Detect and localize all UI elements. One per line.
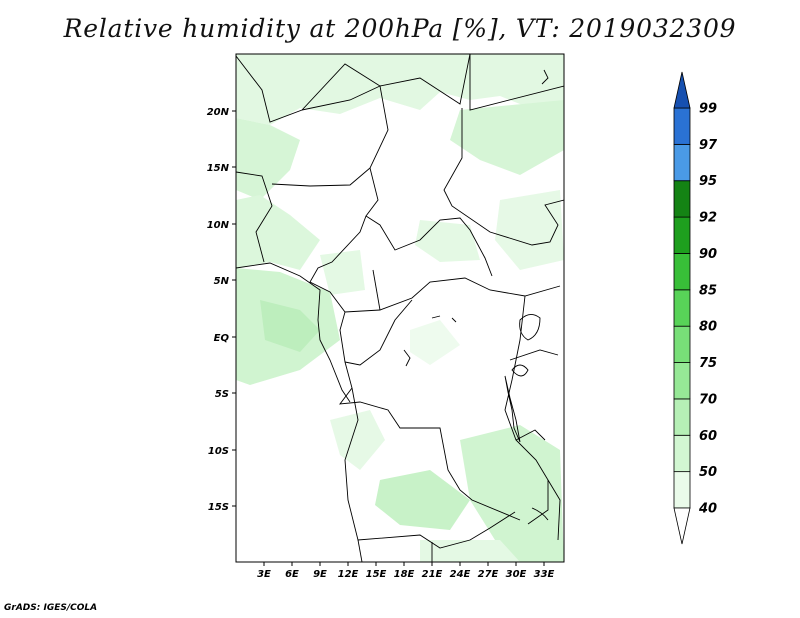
lat-tick-labels: 20N 15N 10N 5N EQ 5S 10S 15S bbox=[207, 107, 230, 513]
humidity-shading bbox=[236, 54, 564, 562]
map-frame bbox=[235, 53, 565, 563]
colorbar-high-arrow bbox=[673, 71, 691, 109]
colorbar-segment bbox=[673, 180, 691, 218]
colorbar-segment bbox=[673, 216, 691, 254]
colorbar-low-arrow bbox=[673, 507, 691, 545]
country-borders bbox=[236, 54, 564, 562]
colorbar-segment bbox=[673, 289, 691, 327]
colorbar-label: 50 bbox=[699, 465, 717, 480]
lon-tick-label: 9E bbox=[313, 569, 327, 580]
lat-tick-label: 10S bbox=[208, 446, 229, 457]
colorbar-segment bbox=[673, 471, 691, 509]
lat-tick-label: EQ bbox=[214, 333, 230, 344]
lon-tick-label: 3E bbox=[257, 569, 271, 580]
lon-tick-label: 21E bbox=[422, 569, 443, 580]
colorbar-label: 95 bbox=[699, 174, 717, 189]
colorbar-label: 85 bbox=[699, 283, 717, 298]
colorbar-label: 60 bbox=[699, 429, 717, 444]
colorbar-segment bbox=[673, 253, 691, 291]
colorbar: 40 50 60 70 75 80 85 90 92 95 97 99 bbox=[673, 71, 718, 545]
colorbar-label: 40 bbox=[698, 502, 717, 517]
colorbar-label: 97 bbox=[699, 138, 718, 153]
grads-credit: GrADS: IGES/COLA bbox=[4, 603, 98, 613]
lakes bbox=[403, 69, 549, 521]
lat-tick-label: 15S bbox=[208, 502, 229, 513]
colorbar-segment bbox=[673, 143, 691, 182]
lon-tick-labels: 3E 6E 9E 12E 15E 18E 21E 24E 27E 30E 33E bbox=[257, 569, 554, 580]
colorbar-label: 92 bbox=[699, 211, 717, 226]
lat-tick-label: 20N bbox=[207, 107, 230, 118]
colorbar-segment bbox=[673, 107, 691, 145]
colorbar-label: 99 bbox=[699, 102, 717, 117]
colorbar-label: 70 bbox=[699, 392, 717, 407]
colorbar-label: 80 bbox=[699, 320, 717, 335]
lon-tick-label: 18E bbox=[394, 569, 415, 580]
colorbar-label: 75 bbox=[699, 356, 717, 371]
colorbar-segment bbox=[673, 434, 691, 473]
lon-tick-label: 6E bbox=[285, 569, 299, 580]
lon-tick-label: 30E bbox=[506, 569, 527, 580]
lat-tick-label: 5S bbox=[215, 389, 229, 400]
lon-tick-label: 24E bbox=[450, 569, 471, 580]
colorbar-label: 90 bbox=[699, 247, 717, 262]
colorbar-segment bbox=[673, 362, 691, 400]
lat-tick-label: 5N bbox=[214, 276, 230, 287]
lon-tick-label: 15E bbox=[366, 569, 387, 580]
lon-tick-label: 33E bbox=[534, 569, 555, 580]
tick-marks bbox=[232, 110, 545, 566]
lon-tick-label: 27E bbox=[478, 569, 499, 580]
chart-title: Relative humidity at 200hPa [%], VT: 201… bbox=[63, 14, 737, 43]
colorbar-segment bbox=[673, 325, 691, 363]
lat-tick-label: 10N bbox=[207, 220, 230, 231]
lon-tick-label: 12E bbox=[338, 569, 359, 580]
colorbar-segment bbox=[673, 398, 691, 436]
lat-tick-label: 15N bbox=[207, 163, 230, 174]
